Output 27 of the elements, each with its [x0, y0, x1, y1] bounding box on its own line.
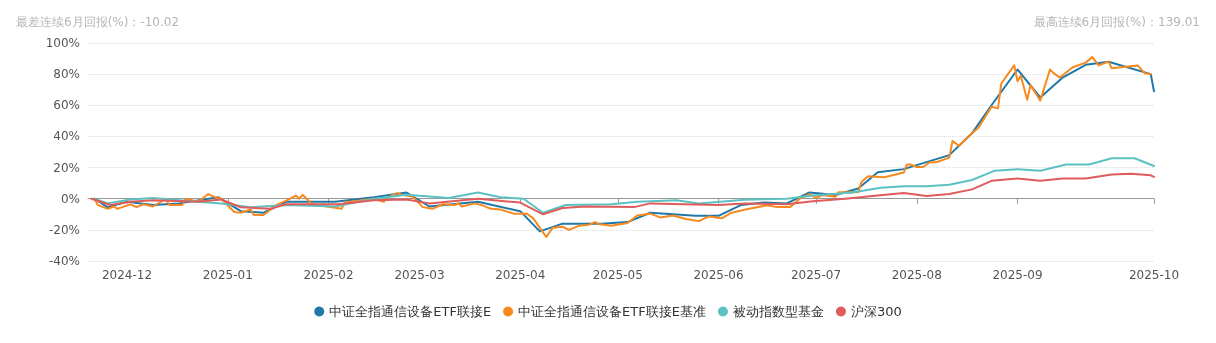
line-series	[90, 172, 1155, 216]
y-tick-label: 80%	[53, 67, 80, 82]
x-tick-label: 2025-08	[891, 268, 942, 282]
legend-label: 中证全指通信设备ETF联接E	[329, 304, 492, 319]
x-tick-label: 2025-05	[592, 268, 643, 282]
x-tick-label: 2025-02	[303, 268, 354, 282]
x-tick-label: 2024-12	[101, 268, 153, 282]
legend-label: 中证全指通信设备ETF联接E基准	[518, 304, 706, 319]
line-series	[93, 157, 1155, 214]
x-tick-label: 2025-04	[495, 268, 546, 282]
legend-label: 被动指数型基金	[732, 304, 824, 319]
y-tick-label: 60%	[53, 98, 80, 113]
x-tick-label: 2025-03	[394, 268, 445, 282]
y-tick-label: 40%	[53, 129, 80, 144]
text: 最高连续6月回报(%)：139.01	[1033, 15, 1200, 29]
x-tick-label: 2025-06	[693, 268, 744, 282]
x-tick-label: 2025-01	[202, 268, 253, 282]
y-tick-label: 0%	[60, 191, 80, 206]
x-tick-label: 2025-09	[992, 268, 1043, 282]
legend-label: 沪深300	[850, 304, 902, 319]
y-tick-label: 100%	[45, 36, 80, 50]
y-tick-label: -40%	[48, 254, 80, 268]
text: 最差连续6月回报(%)：-10.02	[16, 15, 180, 29]
y-tick-label: 20%	[53, 160, 80, 175]
x-tick-label: 2025-10	[1128, 268, 1180, 282]
x-tick-label: 2025-07	[790, 268, 842, 282]
y-tick-label: -20%	[48, 222, 80, 237]
